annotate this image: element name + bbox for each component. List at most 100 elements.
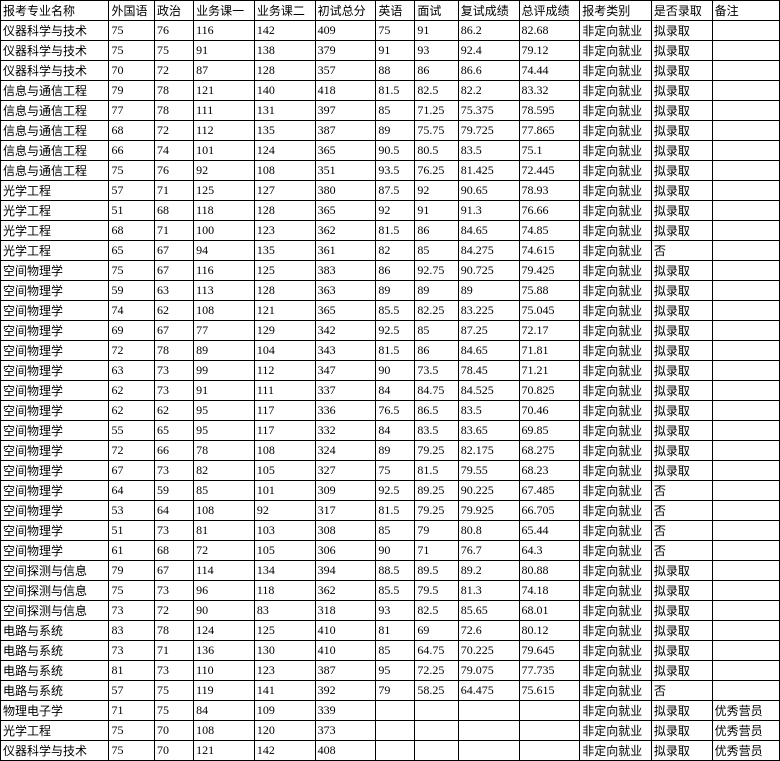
table-cell: 68	[155, 201, 194, 221]
table-cell: 75	[109, 261, 155, 281]
table-row: 空间物理学69677712934292.58587.2572.17非定向就业拟录…	[1, 321, 780, 341]
table-cell: 75.375	[458, 101, 519, 121]
table-cell: 73	[155, 661, 194, 681]
table-cell: 非定向就业	[580, 481, 652, 501]
table-cell: 拟录取	[651, 101, 712, 121]
table-cell: 非定向就业	[580, 701, 652, 721]
table-cell	[712, 321, 779, 341]
table-cell: 124	[194, 621, 255, 641]
table-cell: 108	[194, 721, 255, 741]
table-cell	[712, 581, 779, 601]
table-cell: 72	[155, 601, 194, 621]
col-foreign-lang: 外国语	[109, 1, 155, 21]
table-cell: 410	[315, 621, 376, 641]
table-cell: 74.85	[519, 221, 580, 241]
table-cell: 87.25	[458, 321, 519, 341]
col-course1: 业务课一	[194, 1, 255, 21]
table-row: 仪器科学与技术757591138379919392.479.12非定向就业拟录取	[1, 41, 780, 61]
table-cell	[376, 741, 415, 761]
table-cell: 非定向就业	[580, 621, 652, 641]
table-cell	[712, 141, 779, 161]
table-cell: 123	[254, 661, 315, 681]
table-cell: 91	[194, 41, 255, 61]
col-major: 报考专业名称	[1, 1, 109, 21]
table-cell: 光学工程	[1, 721, 109, 741]
table-cell: 90.65	[458, 181, 519, 201]
table-cell: 66.705	[519, 501, 580, 521]
table-cell: 79.25	[415, 441, 458, 461]
table-cell: 76.25	[415, 161, 458, 181]
table-cell: 309	[315, 481, 376, 501]
table-cell: 光学工程	[1, 221, 109, 241]
table-row: 信息与通信工程797812114041881.582.582.283.32非定向…	[1, 81, 780, 101]
table-cell	[712, 401, 779, 421]
table-cell: 71	[109, 701, 155, 721]
table-cell: 109	[254, 701, 315, 721]
table-cell	[712, 501, 779, 521]
table-row: 空间物理学75671161253838692.7590.72579.425非定向…	[1, 261, 780, 281]
table-row: 光学工程577112512738087.59290.6578.93非定向就业拟录…	[1, 181, 780, 201]
table-cell	[519, 721, 580, 741]
table-cell: 373	[315, 721, 376, 741]
table-cell: 拟录取	[651, 221, 712, 241]
table-cell: 非定向就业	[580, 401, 652, 421]
table-cell: 78	[155, 101, 194, 121]
table-cell: 57	[109, 181, 155, 201]
table-cell: 383	[315, 261, 376, 281]
table-cell: 空间物理学	[1, 421, 109, 441]
table-cell: 否	[651, 481, 712, 501]
table-cell: 142	[254, 741, 315, 761]
table-cell: 84.75	[415, 381, 458, 401]
table-cell: 85	[376, 641, 415, 661]
table-cell: 79.12	[519, 41, 580, 61]
table-cell: 光学工程	[1, 201, 109, 221]
table-cell: 81.5	[376, 341, 415, 361]
table-cell: 非定向就业	[580, 21, 652, 41]
table-cell: 51	[109, 521, 155, 541]
table-cell: 非定向就业	[580, 541, 652, 561]
table-cell: 非定向就业	[580, 141, 652, 161]
table-cell: 81.5	[415, 461, 458, 481]
table-cell: 74.44	[519, 61, 580, 81]
table-cell: 76	[155, 21, 194, 41]
table-cell: 否	[651, 501, 712, 521]
table-cell	[712, 421, 779, 441]
table-cell: 非定向就业	[580, 81, 652, 101]
table-cell: 58.25	[415, 681, 458, 701]
table-cell: 信息与通信工程	[1, 141, 109, 161]
table-cell: 112	[194, 121, 255, 141]
table-cell: 电路与系统	[1, 661, 109, 681]
table-cell: 77.865	[519, 121, 580, 141]
table-row: 空间物理学64598510130992.589.2590.22567.485非定…	[1, 481, 780, 501]
table-cell: 优秀营员	[712, 741, 779, 761]
table-cell: 86.2	[458, 21, 519, 41]
table-cell: 71.21	[519, 361, 580, 381]
table-cell	[712, 181, 779, 201]
table-cell: 66	[155, 441, 194, 461]
table-cell: 104	[254, 341, 315, 361]
table-cell: 74	[155, 141, 194, 161]
table-cell: 65	[155, 421, 194, 441]
table-cell: 89	[376, 281, 415, 301]
table-cell: 82.68	[519, 21, 580, 41]
table-cell: 68.01	[519, 601, 580, 621]
table-cell	[519, 701, 580, 721]
table-cell: 357	[315, 61, 376, 81]
table-cell: 92	[415, 181, 458, 201]
table-cell: 空间物理学	[1, 381, 109, 401]
table-cell: 76.7	[458, 541, 519, 561]
table-cell: 拟录取	[651, 121, 712, 141]
table-cell: 332	[315, 421, 376, 441]
table-cell: 116	[194, 261, 255, 281]
table-cell: 69.85	[519, 421, 580, 441]
table-cell: 拟录取	[651, 581, 712, 601]
table-cell: 79	[415, 521, 458, 541]
table-cell	[712, 341, 779, 361]
table-cell: 134	[254, 561, 315, 581]
table-cell: 非定向就业	[580, 521, 652, 541]
table-body: 仪器科学与技术7576116142409759186.282.68非定向就业拟录…	[1, 21, 780, 761]
table-cell: 75	[376, 21, 415, 41]
table-cell: 63	[109, 361, 155, 381]
table-cell: 117	[254, 401, 315, 421]
table-row: 电路与系统81731101233879572.2579.07577.735非定向…	[1, 661, 780, 681]
